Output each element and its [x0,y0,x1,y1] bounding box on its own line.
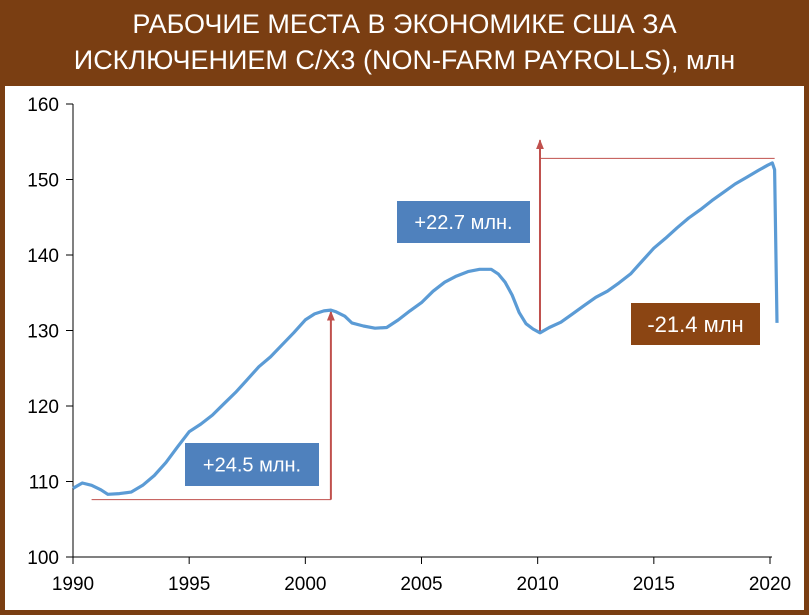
x-tick-label: 2020 [749,574,791,595]
annotation-box-minus-21-4-label: -21.4 млн [647,312,743,337]
plot-background [5,86,804,610]
x-tick-label: 2010 [517,574,559,595]
annotation-box-22-7-label: +22.7 млн. [414,212,512,234]
x-tick-label: 2000 [284,574,326,595]
y-tick-label: 110 [29,473,59,494]
y-tick-label: 130 [27,322,59,343]
x-tick-label: 2015 [633,574,675,595]
y-tick-label: 160 [27,95,59,116]
payrolls-series-line [72,161,779,496]
title-line-1: РАБОЧИЕ МЕСТА В ЭКОНОМИКЕ США ЗА [132,9,677,39]
y-tick-label: 120 [27,397,59,418]
y-tick-label: 150 [27,171,59,192]
annotation-box-minus-21-4 [631,303,760,345]
annotation-box-22-7 [397,201,530,243]
title-line-2: ИСКЛЮЧЕНИЕМ С/Х3 (NON-FARM PAYROLLS), мл… [73,45,736,75]
y-tick-label: 140 [27,246,59,267]
x-tick-label: 1995 [168,574,210,595]
chart-title: РАБОЧИЕ МЕСТА В ЭКОНОМИКЕ США ЗА ИСКЛЮЧЕ… [0,6,809,82]
y-tick-label: 100 [27,548,59,569]
x-tick-label: 1990 [52,574,94,595]
x-tick-label: 2005 [400,574,442,595]
annotation-box-24-5-label: +24.5 млн. [203,455,301,477]
annotation-box-24-5 [185,443,319,486]
